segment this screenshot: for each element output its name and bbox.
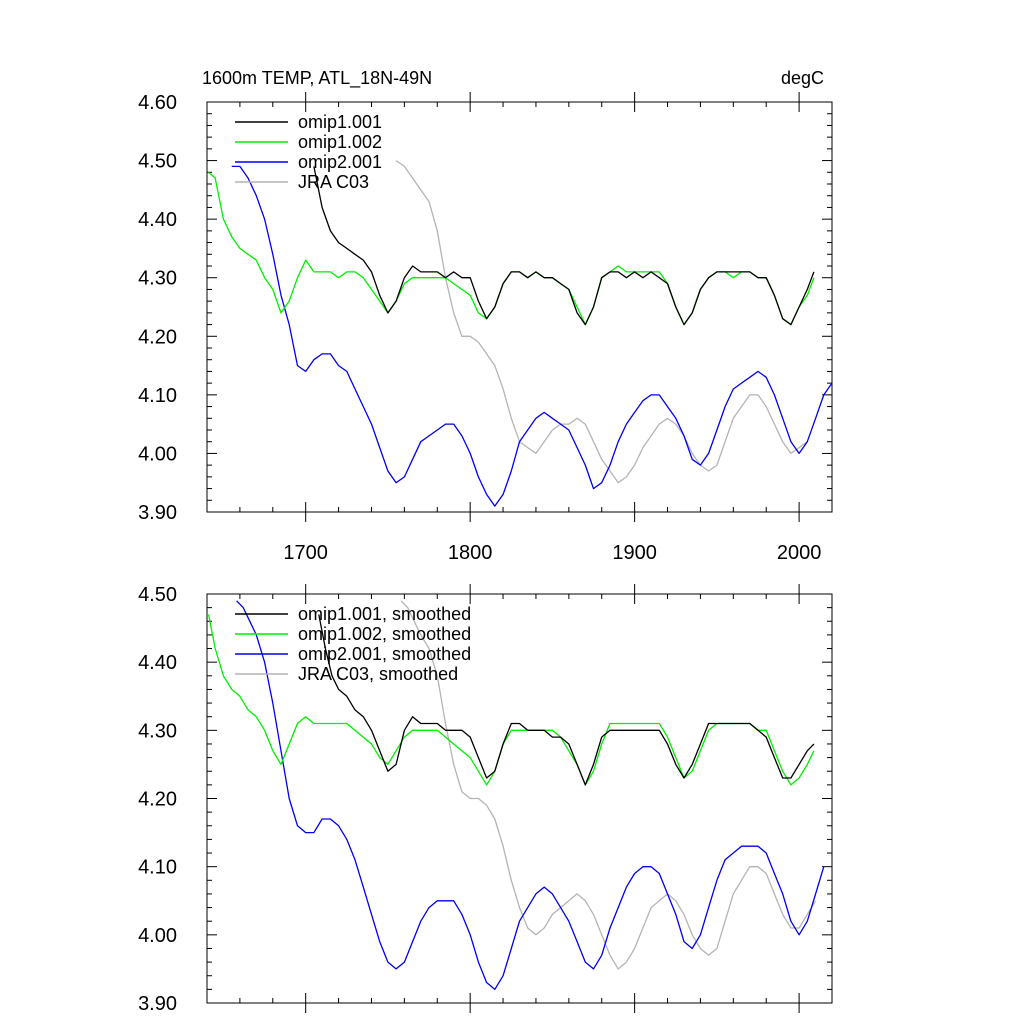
legend-label: JRA C03, smoothed bbox=[298, 664, 458, 684]
series-line-omip1-002-smoothed bbox=[207, 614, 815, 786]
x-tick-label: 2000 bbox=[777, 542, 822, 564]
y-tick-label: 3.90 bbox=[138, 993, 177, 1015]
chart-panel-top: 3.90 4.00 4.10 4.20 4.30 4.40 4.50 4.60 1700 1800… bbox=[138, 68, 833, 564]
y-tick-label: 4.00 bbox=[138, 443, 177, 465]
x-tick-label: 1800 bbox=[448, 542, 493, 564]
y-tick-label: 4.20 bbox=[138, 789, 177, 811]
chart-panel-bottom: 3.90 4.00 4.10 4.20 4.30 4.40 4.50 omip1.001, s… bbox=[138, 584, 833, 1015]
series-line-omip2-001 bbox=[231, 165, 832, 507]
series-line-jra-c03-smoothed bbox=[400, 600, 817, 970]
series-line-jra-c03 bbox=[395, 160, 808, 484]
chart-units: degC bbox=[781, 68, 824, 88]
legend-label: omip1.002, smoothed bbox=[298, 624, 471, 644]
y-tick-label: 4.10 bbox=[138, 385, 177, 407]
y-tick-label: 4.40 bbox=[138, 652, 177, 674]
y-tick-label: 4.30 bbox=[138, 720, 177, 742]
series-line-omip1-001-smoothed bbox=[318, 614, 815, 786]
legend-label: omip1.002 bbox=[298, 132, 382, 152]
x-tick-label: 1900 bbox=[612, 542, 657, 564]
legend-label: JRA C03 bbox=[298, 172, 369, 192]
y-tick-label: 3.90 bbox=[138, 502, 177, 524]
y-tick-label: 4.30 bbox=[138, 268, 177, 290]
y-tick-label: 4.20 bbox=[138, 326, 177, 348]
x-tick-label: 1700 bbox=[283, 542, 328, 564]
y-tick-label: 4.50 bbox=[138, 151, 177, 173]
y-tick-label: 4.50 bbox=[138, 584, 177, 606]
chart-title: 1600m TEMP, ATL_18N-49N bbox=[202, 68, 432, 89]
series-line-omip1-001 bbox=[313, 166, 815, 326]
legend-label: omip1.001, smoothed bbox=[298, 604, 471, 624]
y-tick-label: 4.10 bbox=[138, 857, 177, 879]
series-line-omip2-001-smoothed bbox=[236, 600, 825, 991]
y-tick-label: 4.60 bbox=[138, 92, 177, 114]
plot-frame bbox=[206, 101, 833, 513]
legend-label: omip1.001 bbox=[298, 112, 382, 132]
y-tick-label: 4.40 bbox=[138, 209, 177, 231]
y-tick-label: 4.00 bbox=[138, 925, 177, 947]
series-line-omip1-002 bbox=[208, 171, 815, 326]
legend-label: omip2.001 bbox=[298, 152, 382, 172]
legend-label: omip2.001, smoothed bbox=[298, 644, 471, 664]
